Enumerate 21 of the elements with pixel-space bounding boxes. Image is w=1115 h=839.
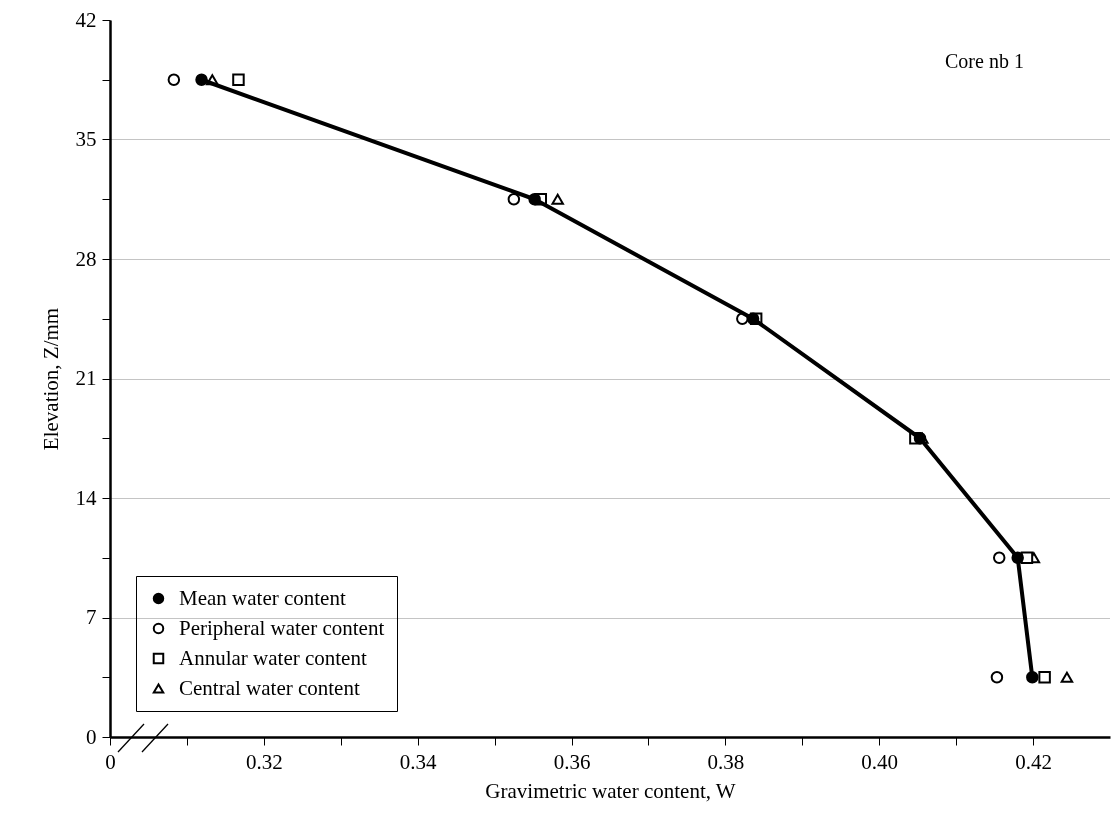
x-tick-label: 0.40 xyxy=(861,749,899,774)
y-tick-label: 14 xyxy=(75,485,97,510)
y-tick-label: 21 xyxy=(75,366,97,390)
x-tick-label: 0.34 xyxy=(399,749,438,774)
y-tick-label: 42 xyxy=(75,7,97,32)
x-tick-label: 0.38 xyxy=(707,749,745,774)
x-tick-label: 0.42 xyxy=(1015,749,1052,774)
y-tick-label: 28 xyxy=(75,246,97,271)
y-tick-label: 35 xyxy=(75,127,97,151)
legend-label: Mean water content xyxy=(179,585,346,610)
x-axis-title: Gravimetric water content, W xyxy=(485,778,736,803)
annotation: Core nb 1 xyxy=(945,50,1024,72)
legend-label: Peripheral water content xyxy=(179,615,385,640)
y-tick-label: 7 xyxy=(86,605,97,629)
x-tick-label: 0 xyxy=(105,749,116,774)
x-tick-label: 0.32 xyxy=(245,749,283,774)
y-tick-label: 0 xyxy=(86,724,97,749)
y-axis-title: Elevation, Z/mm xyxy=(38,307,63,451)
x-tick-label: 0.36 xyxy=(553,749,591,774)
legend-label: Annular water content xyxy=(179,645,367,670)
legend-label: Central water content xyxy=(179,675,360,700)
